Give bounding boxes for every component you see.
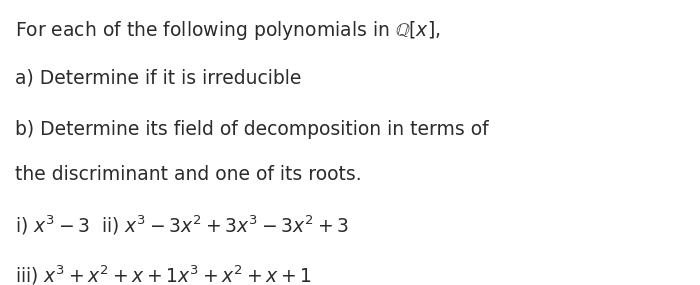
Text: a) Determine if it is irreducible: a) Determine if it is irreducible	[15, 68, 302, 87]
Text: i) $x^3 - 3$  ii) $x^3 - 3x^2 + 3x^3 - 3x^2 + 3$: i) $x^3 - 3$ ii) $x^3 - 3x^2 + 3x^3 - 3x…	[15, 214, 349, 237]
Text: For each of the following polynomials in $\mathbb{Q}[x]$,: For each of the following polynomials in…	[15, 19, 441, 42]
Text: b) Determine its field of decomposition in terms of: b) Determine its field of decomposition …	[15, 120, 489, 139]
Text: iii) $x^3 + x^2 + x + 1x^3 + x^2 + x + 1$: iii) $x^3 + x^2 + x + 1x^3 + x^2 + x + 1…	[15, 264, 312, 285]
Text: the discriminant and one of its roots.: the discriminant and one of its roots.	[15, 165, 362, 184]
